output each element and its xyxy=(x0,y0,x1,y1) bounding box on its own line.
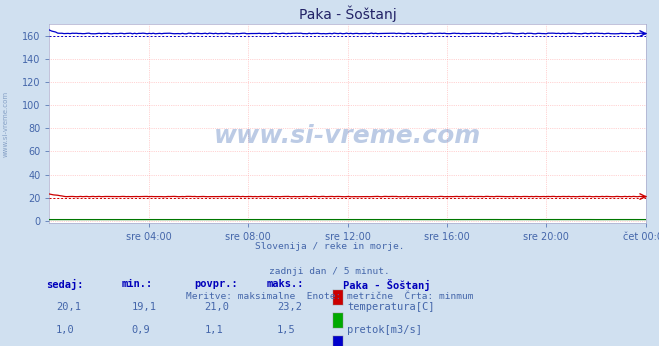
Text: Slovenija / reke in morje.: Slovenija / reke in morje. xyxy=(255,242,404,251)
Text: www.si-vreme.com: www.si-vreme.com xyxy=(2,91,9,157)
Text: temperatura[C]: temperatura[C] xyxy=(347,302,435,312)
Text: www.si-vreme.com: www.si-vreme.com xyxy=(214,124,481,148)
Text: 23,2: 23,2 xyxy=(277,302,302,312)
Title: Paka - Šoštanj: Paka - Šoštanj xyxy=(299,5,397,22)
Text: 21,0: 21,0 xyxy=(204,302,229,312)
Text: Paka - Šoštanj: Paka - Šoštanj xyxy=(343,279,430,291)
Text: maks.:: maks.: xyxy=(267,279,304,289)
Text: sedaj:: sedaj: xyxy=(46,279,84,290)
Text: 20,1: 20,1 xyxy=(56,302,81,312)
Text: 1,1: 1,1 xyxy=(204,325,223,335)
Text: 0,9: 0,9 xyxy=(132,325,150,335)
Text: 1,5: 1,5 xyxy=(277,325,295,335)
Text: zadnji dan / 5 minut.: zadnji dan / 5 minut. xyxy=(269,267,390,276)
Text: 19,1: 19,1 xyxy=(132,302,157,312)
Text: povpr.:: povpr.: xyxy=(194,279,238,289)
Text: min.:: min.: xyxy=(122,279,153,289)
Text: 1,0: 1,0 xyxy=(56,325,74,335)
Text: Meritve: maksimalne  Enote: metrične  Črta: minmum: Meritve: maksimalne Enote: metrične Črta… xyxy=(186,292,473,301)
Text: pretok[m3/s]: pretok[m3/s] xyxy=(347,325,422,335)
